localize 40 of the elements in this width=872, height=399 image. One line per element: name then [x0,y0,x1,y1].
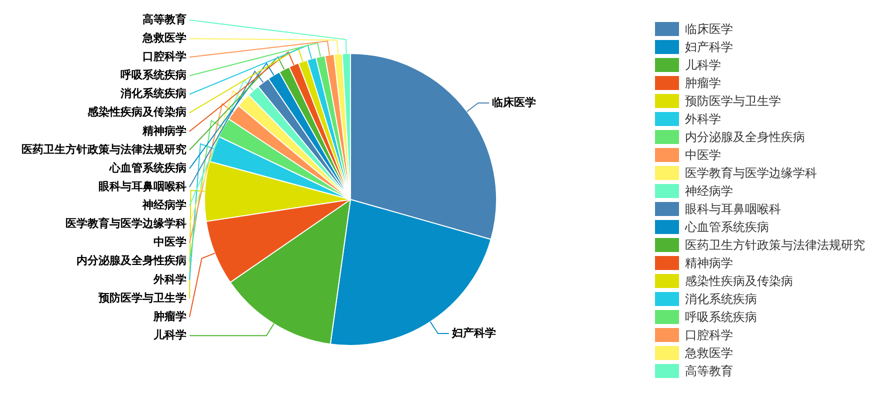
slice-label: 口腔科学 [142,50,186,63]
legend-label: 高等教育 [685,362,733,380]
slice-label: 临床医学 [492,96,536,109]
slice-label: 预防医学与卫生学 [98,291,186,304]
slice-label: 医学教育与医学边缘学科 [66,217,186,230]
slice-label: 神经病学 [142,198,186,212]
legend-label: 内分泌腺及全身性疾病 [685,128,805,146]
legend-label: 医学教育与医学边缘学科 [685,164,817,182]
legend-label: 妇产科学 [685,38,733,56]
slice-label: 肿瘤学 [152,310,186,323]
legend-label: 临床医学 [685,20,733,38]
legend-label: 消化系统疾病 [685,290,757,308]
legend-label: 医药卫生方针政策与法律法规研究 [685,236,865,254]
legend-label: 心血管系统疾病 [685,218,769,236]
slice-label: 眼科与耳鼻咽喉科 [98,180,186,193]
legend-label: 口腔科学 [685,326,733,344]
legend-label: 眼科与耳鼻咽喉科 [685,200,781,218]
slice-label: 精神病学 [142,124,186,138]
slice-label: 消化系统疾病 [120,87,186,100]
legend-label: 预防医学与卫生学 [685,92,781,110]
slice-label: 心血管系统疾病 [108,161,186,174]
legend-label: 急救医学 [685,344,733,362]
legend-label: 中医学 [685,146,721,164]
slice-label: 外科学 [152,272,186,286]
slice-label: 感染性疾病及传染病 [86,106,186,119]
legend-label: 精神病学 [685,254,733,272]
slice-label: 高等教育 [142,12,186,26]
legend-label: 感染性疾病及传染病 [685,272,793,290]
slice-label: 医药卫生方针政策与法律法规研究 [22,142,186,156]
slice-label: 内分泌腺及全身性疾病 [76,254,186,268]
legend-label: 外科学 [685,110,721,128]
legend-label: 肿瘤学 [685,74,721,92]
slice-label: 呼吸系统疾病 [120,68,186,82]
slice-label: 儿科学 [152,328,186,342]
slice-label: 急救医学 [142,31,186,44]
slice-label: 妇产科学 [450,326,496,340]
slice-label: 中医学 [154,236,186,249]
legend-label: 神经病学 [685,182,733,200]
legend-label: 儿科学 [685,56,721,74]
legend-label: 呼吸系统疾病 [685,308,757,326]
